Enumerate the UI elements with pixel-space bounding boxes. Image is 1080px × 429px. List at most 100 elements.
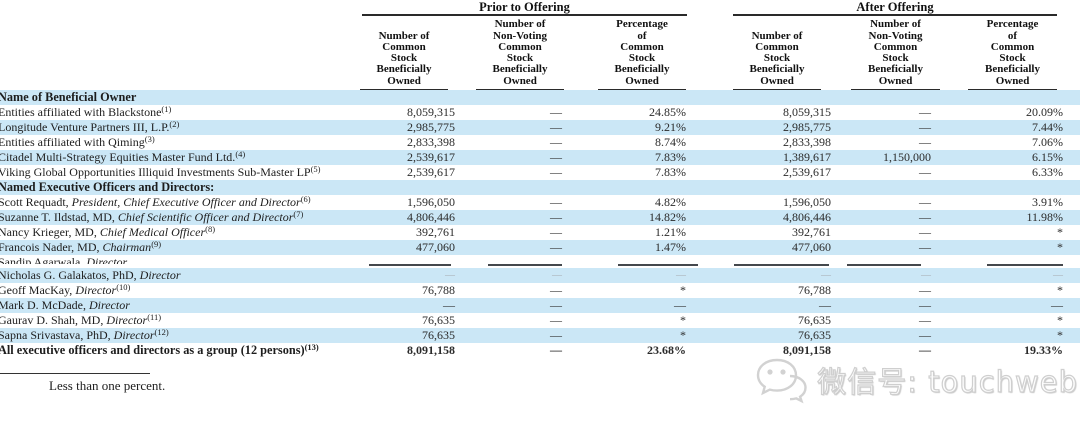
beneficial-owner-name: Entities affiliated with Blackstone(1) <box>0 104 172 119</box>
table-row: Sapna Srivastava, PhD, Director(12) 76,63… <box>0 328 1080 343</box>
cell-p1: 8,059,315 <box>407 105 455 119</box>
footnote-separator <box>0 373 150 374</box>
watermark: 微信号: touchweb <box>753 356 1078 404</box>
cell-p1: — <box>445 270 455 281</box>
cell-a2: 1,150,000 <box>883 150 931 164</box>
cell-a2: — <box>919 298 931 312</box>
cell-p3: * <box>680 328 686 342</box>
cell-a2: — <box>919 135 931 149</box>
footnote-text: Less than one percent. <box>49 378 166 393</box>
cell-a1: 1,389,617 <box>783 150 831 164</box>
table-row: Suzanne T. Ildstad, MD, Chief Scientific… <box>0 210 1080 225</box>
cell-p2: — <box>550 240 562 254</box>
cell-a3: 7.44% <box>1032 120 1063 134</box>
cell-p1 <box>360 90 455 105</box>
cell-p1 <box>360 180 455 195</box>
cell-a3: — <box>1051 298 1063 312</box>
table-row: Francois Nader, MD, Chairman(9) 477,060 — 1… <box>0 240 1080 255</box>
cell-p3 <box>562 180 686 195</box>
cell-a2: — <box>919 210 931 224</box>
cell-p2: — <box>550 343 562 357</box>
cell-a2: — <box>919 328 931 342</box>
cell-a1: — <box>819 298 831 312</box>
cell-a2 <box>831 180 931 195</box>
table-row: Longitude Venture Partners III, L.P.(2) 2… <box>0 120 1080 135</box>
table-row: Entities affiliated with Blackstone(1) 8,… <box>0 105 1080 120</box>
beneficial-owner-name: Sapna Srivastava, PhD, Director(12) <box>0 327 169 342</box>
cell-a2: — <box>919 120 931 134</box>
cell-p3 <box>562 255 698 268</box>
cell-p3: 14.82% <box>649 210 686 224</box>
cell-a1: — <box>821 270 831 281</box>
cell-a3: * <box>1057 328 1063 342</box>
cell-p3: 4.82% <box>655 195 686 209</box>
cell-p3: 23.68% <box>647 343 686 357</box>
cell-a3: 11.98% <box>1026 210 1063 224</box>
table-row: Geoff MacKay, Director(10) 76,788 — * 76,788… <box>0 283 1080 298</box>
cell-p1: 8,091,158 <box>407 343 455 357</box>
cell-p2: — <box>550 210 562 224</box>
cell-a3: * <box>1057 225 1063 239</box>
beneficial-owner-name: All executive officers and directors as … <box>0 342 319 357</box>
cell-a2: — <box>919 195 931 209</box>
cell-p1: 76,635 <box>422 313 455 327</box>
cell-p3: 8.74% <box>655 135 686 149</box>
column-header-prior-nonvoting: Number of Non-Voting Common Stock Benefi… <box>476 19 564 90</box>
cell-p1: 2,539,617 <box>407 150 455 164</box>
beneficial-owner-name: Suzanne T. Ildstad, MD, Chief Scientific… <box>0 209 304 224</box>
cell-a3: 7.06% <box>1032 135 1063 149</box>
cell-p3: 1.21% <box>655 225 686 239</box>
cell-a3: — <box>1053 270 1063 281</box>
cell-p3: 1.47% <box>655 240 686 254</box>
cell-a3: * <box>1057 283 1063 297</box>
cell-a1 <box>686 90 831 105</box>
cell-p2: — <box>550 105 562 119</box>
table-row: Citadel Multi-Strategy Equities Master F… <box>0 150 1080 165</box>
cell-p2: — <box>550 135 562 149</box>
cell-p2 <box>455 90 562 105</box>
cell-a3 <box>931 255 1063 268</box>
beneficial-owner-name: Scott Requadt, President, Chief Executiv… <box>0 194 311 209</box>
cell-a1: 2,833,398 <box>783 135 831 149</box>
cell-a3 <box>931 90 1063 105</box>
wechat-icon <box>757 358 807 404</box>
cell-a2 <box>831 90 931 105</box>
cell-a2: — <box>919 165 931 179</box>
cell-p3: * <box>680 313 686 327</box>
beneficial-owner-name: Sandip Agarwala, Director <box>0 255 128 264</box>
cell-p2: — <box>550 120 562 134</box>
cell-a2: — <box>919 225 931 239</box>
column-header-after-nonvoting: Number of Non-Voting Common Stock Benefi… <box>851 19 940 90</box>
cell-p2: — <box>550 328 562 342</box>
table-header: Prior to Offering After Offering Number … <box>0 0 1080 90</box>
table-row: Gaurav D. Shah, MD, Director(11) 76,635 — *… <box>0 313 1080 328</box>
cell-p2: — <box>550 150 562 164</box>
cell-p1: 477,060 <box>416 240 455 254</box>
cell-p1: 1,596,050 <box>407 195 455 209</box>
cell-p1: 76,788 <box>422 283 455 297</box>
cell-a1: 477,060 <box>792 240 831 254</box>
cell-a3 <box>931 180 1063 195</box>
table-row: Viking Global Opportunities Illiquid Inv… <box>0 165 1080 180</box>
beneficial-owner-name: Mark D. McDade, Director <box>0 298 130 312</box>
cell-a1: 2,985,775 <box>783 120 831 134</box>
table-row: Sandip Agarwala, Director <box>0 255 1080 268</box>
cell-p1: 76,635 <box>422 328 455 342</box>
cell-p2: — <box>550 225 562 239</box>
cell-a1 <box>686 255 831 268</box>
cell-a1: 1,596,050 <box>783 195 831 209</box>
cell-p2: — <box>550 298 562 312</box>
cell-p2: — <box>550 195 562 209</box>
cell-p2: — <box>550 283 562 297</box>
beneficial-owner-name: Nancy Krieger, MD, Chief Medical Officer… <box>0 224 216 239</box>
beneficial-owner-name: Francois Nader, MD, Chairman(9) <box>0 239 162 254</box>
cell-a1: 76,635 <box>798 313 831 327</box>
cell-p3: — <box>674 298 686 312</box>
cell-p3: 7.83% <box>655 150 686 164</box>
cell-a1: 2,539,617 <box>783 165 831 179</box>
cell-a1: 76,635 <box>798 328 831 342</box>
table-row: Scott Requadt, President, Chief Executiv… <box>0 195 1080 210</box>
beneficial-owner-name: Nicholas G. Galakatos, PhD, Director <box>0 268 181 282</box>
cell-p2 <box>455 180 562 195</box>
